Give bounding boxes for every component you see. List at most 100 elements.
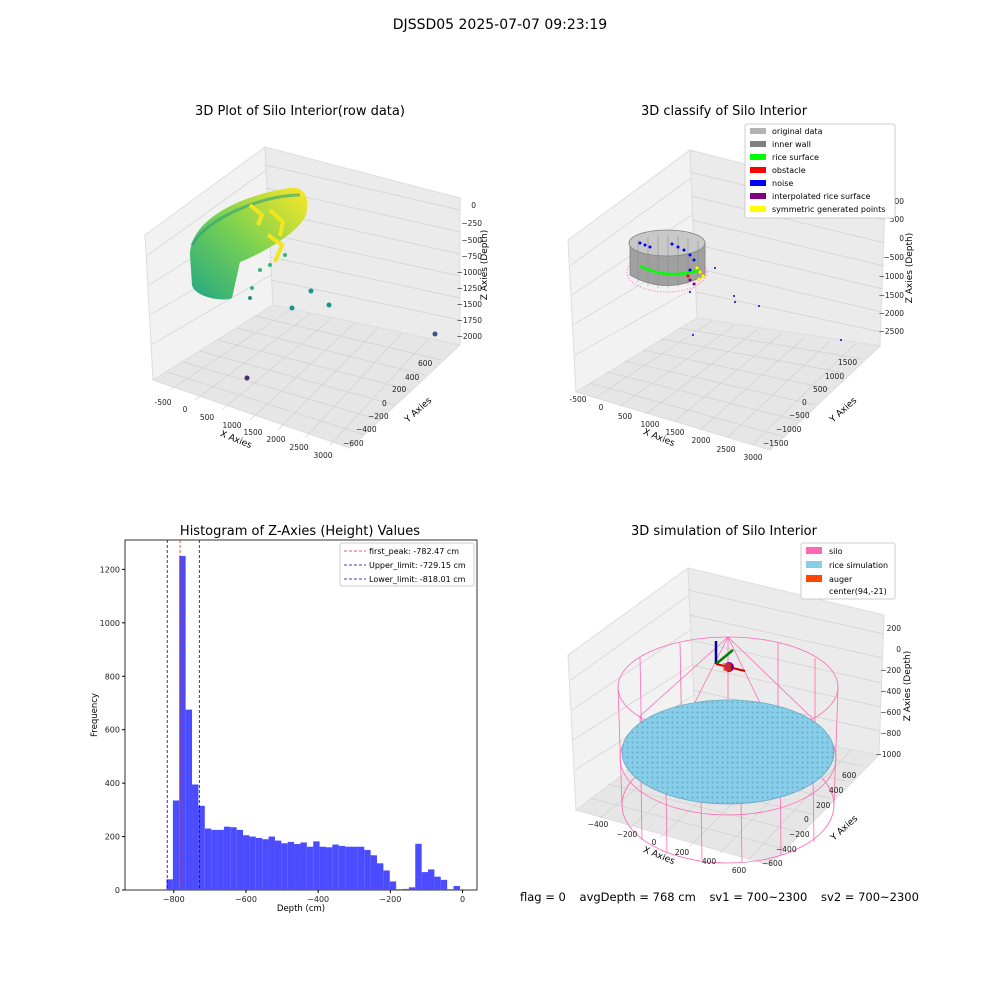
plot1-ztick: −1500 (457, 300, 483, 309)
plot2-ylabel: Y Axies (827, 396, 859, 426)
plot2-point-cloud (626, 229, 842, 341)
legend-label: noise (772, 179, 793, 188)
plot2-xtick: 3000 (743, 453, 762, 462)
plot1-ytick: −600 (343, 439, 364, 448)
histogram-y-tick-label: 1200 (100, 565, 120, 574)
plot4-ytick: 0 (804, 815, 809, 824)
plot1-xtick: 2500 (289, 443, 308, 452)
plot2-xtick: 2000 (691, 436, 710, 445)
plot2-floor-pane (574, 317, 882, 451)
plot2-axes: -500 0 500 1000 1500 2000 2500 3000 1500… (567, 123, 915, 462)
status-footer: flag = 0 avgDepth = 768 cm sv1 = 700~230… (520, 890, 929, 904)
histogram-bar (294, 844, 301, 890)
sv1-text: sv1 = 700~2300 (709, 890, 808, 904)
plot2-ytick: −500 (789, 411, 810, 420)
plot4-xtick: 0 (652, 838, 657, 847)
plot4-ytick: −200 (789, 830, 810, 839)
histogram-bar (447, 889, 454, 890)
histogram-bar (376, 863, 384, 890)
histogram-x-tick-label: −600 (235, 895, 257, 904)
legend-label: inner wall (772, 140, 811, 149)
legend-label: center(94,-21) (829, 587, 887, 596)
legend-label: rice surface (772, 153, 819, 162)
histogram-bar (306, 846, 314, 890)
plot4-xtick: 400 (702, 857, 717, 866)
histogram-bar (236, 829, 244, 890)
plot2-ytick: −1000 (776, 425, 802, 434)
plot1-xtick: 500 (200, 413, 215, 422)
legend-swatch-inner-wall (750, 141, 766, 147)
legend-label: first_peak: -782.47 cm (369, 547, 459, 556)
plot4-ztick: −400 (880, 687, 901, 696)
plot2-ytick: 1500 (838, 358, 857, 367)
plot4-xtick: 600 (732, 866, 747, 875)
histogram-y-tick-label: 1000 (100, 619, 120, 628)
histogram-bar (421, 872, 429, 890)
histogram-bar (166, 879, 173, 890)
plot1-ytick: 600 (418, 359, 433, 368)
plot1-ztick: −750 (461, 252, 482, 261)
histogram-y-tick-label: 200 (105, 833, 120, 842)
histogram-bar (332, 844, 339, 890)
plot1-ztick: −1000 (457, 268, 483, 277)
plot1-ytick: 0 (382, 399, 387, 408)
legend-swatch-interpolated-rice-surface (750, 193, 766, 199)
plot2-xtick: 0 (599, 403, 604, 412)
plot4-ytick: −600 (762, 859, 783, 868)
legend-swatch-auger (806, 575, 822, 582)
plot4-ytick: 600 (842, 771, 857, 780)
legend-swatch-rice-simulation (806, 561, 822, 568)
histogram-bar (179, 556, 186, 890)
histogram-bar (389, 881, 397, 890)
histogram-bar (338, 845, 346, 890)
histogram-bar (319, 846, 326, 890)
plot4-ztick: −800 (880, 729, 901, 738)
plot1-xtick: 1500 (243, 428, 262, 437)
legend-swatch-symmetric-generated-points (750, 206, 766, 212)
histogram-y-tick-label: 400 (105, 779, 120, 788)
histogram-bars (166, 556, 460, 890)
plot4-xtick: −400 (588, 820, 609, 829)
figure-suptitle: DJSSD05 2025-07-07 09:23:19 (392, 17, 608, 33)
histogram-xlabel: Depth (cm) (277, 904, 325, 914)
plot2-ztick: −500 (883, 253, 904, 262)
histogram-bar (364, 849, 371, 890)
legend-label: silo (829, 547, 843, 556)
legend-swatch-obstacle (750, 167, 766, 173)
plot1-xtick: 1000 (222, 421, 241, 430)
plot4-ztick: −1000 (876, 750, 902, 759)
legend-swatch-rice-surface (750, 154, 766, 160)
histogram-bar (351, 846, 358, 890)
plot1-point-cloud (190, 187, 438, 381)
histogram-bar (274, 840, 282, 890)
plot1-axes: -500 0 500 1000 1500 2000 2500 3000 600 … (144, 146, 490, 460)
histogram-bar (249, 836, 256, 890)
plot2-ztick: −1000 (879, 272, 905, 281)
plot4-ytick: 200 (816, 801, 831, 810)
legend-label: original data (772, 127, 823, 136)
histogram-reference-lines (166, 540, 200, 890)
plot1-floor-pane (151, 304, 462, 449)
histogram-bar (204, 828, 212, 890)
histogram-bar (313, 841, 320, 890)
plot2-xtick: -500 (569, 395, 586, 404)
plot4-auger-marker (714, 641, 746, 672)
flag-text: flag = 0 (520, 890, 566, 904)
histogram-bar (440, 879, 448, 890)
plot4-ytick: 400 (829, 786, 844, 795)
plot2-xtick: 1000 (640, 420, 659, 429)
histogram-y-tick-label: 600 (105, 726, 120, 735)
histogram-y-ticks: 0 200 400 600 800 1000 1200 (100, 565, 125, 895)
legend-label: Lower_limit: -818.01 cm (369, 575, 466, 584)
plot2-ytick: −1500 (763, 439, 789, 448)
legend-swatch-original-data (750, 128, 766, 134)
plot4-ylabel: Y Axies (828, 814, 860, 844)
histogram-bar (396, 889, 403, 890)
plot4-rice-surface (621, 699, 835, 805)
histogram-bar (383, 870, 390, 890)
histogram-bar (281, 843, 288, 890)
histogram-bar (453, 885, 460, 890)
plot2-xtick: 2500 (716, 445, 735, 454)
plot2-ztick: −1500 (879, 291, 905, 300)
